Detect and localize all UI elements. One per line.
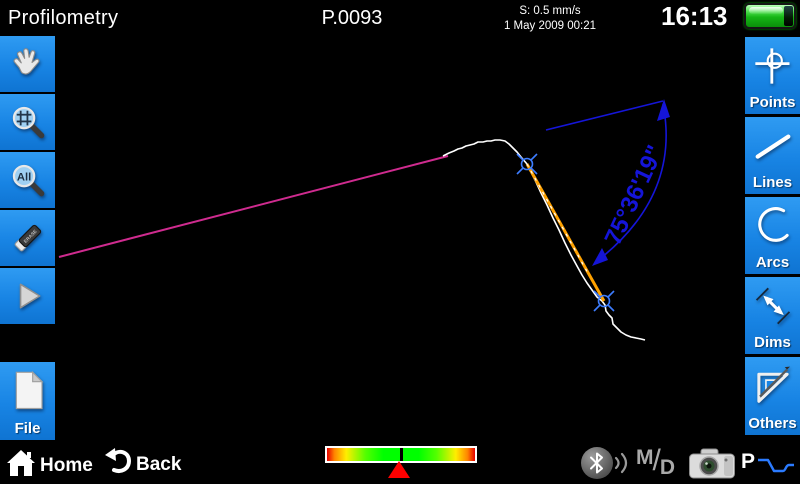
crosshair-icon bbox=[753, 37, 793, 94]
marker-crosshair-upper bbox=[516, 153, 538, 175]
arcs-button-label: Arcs bbox=[755, 254, 790, 271]
mode-toggle[interactable]: M / D bbox=[636, 444, 676, 479]
angle-label: 75°36'19" bbox=[600, 141, 670, 249]
eraser-icon: ERASE bbox=[10, 210, 46, 266]
points-button-label: Points bbox=[749, 94, 796, 111]
plot-canvas[interactable]: 75°36'19" bbox=[0, 36, 800, 444]
play-button[interactable] bbox=[0, 268, 55, 324]
clock: 16:13 bbox=[661, 1, 728, 31]
file-button-label: File bbox=[14, 420, 41, 437]
fitted-line-magenta bbox=[58, 155, 449, 258]
speed-readout: S: 0.5 mm/s bbox=[519, 5, 581, 17]
pan-button[interactable] bbox=[0, 36, 55, 92]
fitted-line-orange-dashes bbox=[526, 163, 590, 276]
marker-crosshair-lower bbox=[593, 290, 615, 312]
file-icon bbox=[9, 362, 47, 420]
camera-icon bbox=[688, 448, 736, 483]
zoom-all-icon: All bbox=[10, 152, 46, 208]
waveform-icon bbox=[758, 458, 794, 473]
profile-mode-label[interactable]: P bbox=[741, 450, 756, 473]
others-button[interactable]: Others bbox=[745, 357, 800, 435]
set-square-icon bbox=[753, 357, 793, 415]
camera-button[interactable] bbox=[688, 448, 736, 484]
line-icon bbox=[753, 117, 793, 174]
back-button-label: Back bbox=[136, 453, 182, 475]
profile-trace bbox=[442, 139, 646, 341]
others-button-label: Others bbox=[748, 415, 797, 432]
level-zero-tick bbox=[399, 448, 403, 461]
zoom-window-icon bbox=[10, 94, 46, 150]
bluetooth-icon bbox=[581, 447, 613, 479]
status-block: S: 0.5 mm/s 1 May 2009 00:21 bbox=[492, 4, 608, 34]
mode-m-label: M bbox=[636, 446, 654, 469]
dimension-arrow-up bbox=[657, 99, 670, 121]
zoom-all-text: All bbox=[16, 172, 30, 184]
mode-d-label: D bbox=[659, 456, 676, 479]
bluetooth-signal-icon bbox=[614, 452, 628, 474]
battery-icon bbox=[744, 3, 796, 29]
arcs-button[interactable]: Arcs bbox=[745, 197, 800, 274]
mode-slash: / bbox=[652, 444, 661, 477]
battery-cap bbox=[784, 6, 793, 26]
dimension-arrow-icon bbox=[753, 277, 793, 334]
pan-hand-icon bbox=[10, 36, 46, 92]
arc-icon bbox=[753, 197, 793, 254]
fitted-line-orange bbox=[525, 163, 606, 302]
zoom-window-button[interactable] bbox=[0, 94, 55, 150]
points-button[interactable]: Points bbox=[745, 37, 800, 114]
zoom-all-button[interactable]: All bbox=[0, 152, 55, 208]
level-pointer bbox=[388, 461, 410, 478]
home-icon bbox=[5, 447, 37, 484]
home-button-label: Home bbox=[40, 454, 93, 476]
dimension-arrow-down bbox=[592, 248, 608, 266]
page-title: Profilometry bbox=[8, 7, 119, 29]
play-icon bbox=[11, 268, 45, 324]
datetime-readout: 1 May 2009 00:21 bbox=[503, 20, 597, 32]
dims-button[interactable]: Dims bbox=[745, 277, 800, 354]
erase-button[interactable]: ERASE bbox=[0, 210, 55, 266]
lines-button-label: Lines bbox=[752, 174, 793, 191]
home-button[interactable]: Home bbox=[5, 447, 93, 484]
file-button[interactable]: File bbox=[0, 362, 55, 440]
back-icon bbox=[104, 447, 132, 482]
back-button[interactable]: Back bbox=[104, 447, 184, 482]
program-number: P.0093 bbox=[321, 7, 383, 29]
dims-button-label: Dims bbox=[754, 334, 791, 351]
battery-shine bbox=[749, 7, 783, 14]
lines-button[interactable]: Lines bbox=[745, 117, 800, 194]
